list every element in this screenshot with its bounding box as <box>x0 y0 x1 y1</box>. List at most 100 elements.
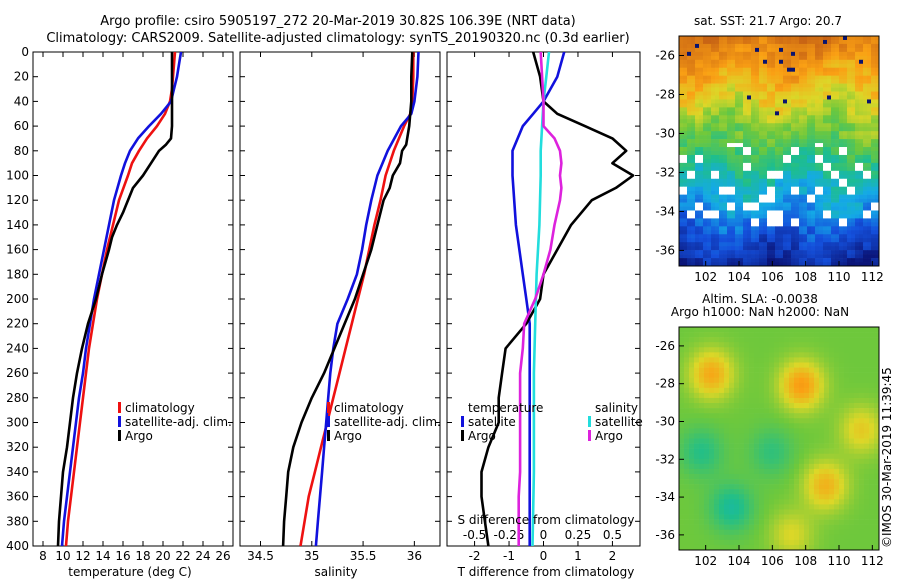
sla-cell <box>704 403 710 409</box>
sst-cell <box>791 107 796 112</box>
sla-cell <box>769 327 775 333</box>
sla-cell <box>764 489 770 495</box>
sla-cell <box>784 332 790 338</box>
sla-cell <box>874 463 880 470</box>
sla-cell <box>814 433 820 439</box>
legend-swatch-argo <box>118 430 121 441</box>
sst-cell <box>819 250 824 255</box>
sst-cell <box>843 170 848 176</box>
sla-cell <box>689 443 695 449</box>
sst-cell <box>727 230 732 235</box>
sst-cell <box>759 99 764 104</box>
sla-cell <box>759 392 765 399</box>
sst-cell <box>823 262 828 267</box>
sla-cell <box>854 392 860 399</box>
sst-cell <box>823 254 828 259</box>
sst-cell <box>711 127 716 132</box>
sla-cell <box>679 438 685 444</box>
sla-cell <box>719 367 725 373</box>
sst-cell <box>683 103 688 108</box>
sla-cell <box>839 332 845 338</box>
sst-cell <box>783 99 788 104</box>
sst-cell <box>867 99 872 104</box>
sst-cell <box>779 210 784 215</box>
sst-cell <box>835 123 840 128</box>
sst-cell <box>699 139 704 144</box>
sst-cell <box>683 79 688 84</box>
sst-cell <box>855 258 860 263</box>
sla-cell <box>819 539 825 546</box>
sst-cell <box>827 51 832 57</box>
sst-cell <box>859 71 864 76</box>
sst-cell <box>871 206 876 211</box>
sst-cell <box>847 139 852 144</box>
sst-cell <box>699 174 704 180</box>
sst-cell <box>707 139 712 144</box>
sla-cell <box>854 504 860 510</box>
sla-cell <box>744 484 750 490</box>
sst-cell <box>731 59 736 65</box>
sst-cell <box>735 147 740 152</box>
sst-cell <box>839 139 844 144</box>
sst-cell <box>779 147 784 152</box>
sla-cell <box>784 433 790 439</box>
sst-cell <box>679 111 684 116</box>
sla-cell <box>769 362 775 368</box>
sst-cell <box>687 55 692 61</box>
sla-cell <box>734 448 740 455</box>
sla-cell <box>854 372 860 378</box>
sst-cell <box>843 158 848 164</box>
sla-cell <box>824 372 830 378</box>
sst-cell <box>871 55 876 61</box>
sst-cell <box>719 87 724 92</box>
sst-cell <box>759 174 764 180</box>
x-tick-label: 34.5 <box>247 549 274 563</box>
sst-cell <box>727 71 732 76</box>
sla-cell <box>744 438 750 444</box>
sla-cell <box>679 463 685 470</box>
sst-cell <box>819 59 824 65</box>
sla-cell <box>834 468 840 475</box>
sst-cell <box>683 206 688 211</box>
sst-cell <box>683 47 688 53</box>
sla-cell <box>869 433 875 439</box>
sla-cell <box>794 539 800 546</box>
sst-cell <box>875 139 880 144</box>
sst-cell <box>847 154 852 160</box>
sst-cell <box>763 115 768 120</box>
sst-cell <box>723 166 728 172</box>
sst-cell <box>687 250 692 255</box>
sla-cell <box>714 372 720 378</box>
sla-cell <box>684 514 690 520</box>
sla-cell <box>839 337 845 343</box>
sst-cell <box>699 210 704 215</box>
sla-cell <box>744 499 750 505</box>
sst-cell <box>839 234 844 239</box>
sst-cell <box>771 222 776 227</box>
sst-cell <box>767 210 772 215</box>
sst-cell <box>799 262 804 267</box>
sst-cell <box>827 170 832 176</box>
sst-cell <box>815 214 820 219</box>
sst-cell <box>703 131 708 136</box>
sla-cell <box>869 408 875 414</box>
sst-cell <box>695 154 700 160</box>
sst-cell <box>819 154 824 160</box>
sst-cell <box>695 198 700 203</box>
sst-cell <box>875 238 880 243</box>
sst-cell <box>723 246 728 251</box>
sla-cell <box>724 463 730 470</box>
sst-cell <box>751 222 756 227</box>
x-tick-label: 1 <box>574 549 582 563</box>
sst-cell <box>727 234 732 239</box>
sst-cell <box>871 67 876 72</box>
sst-cell <box>819 67 824 72</box>
sst-cell <box>771 36 776 41</box>
sst-cell <box>815 139 820 144</box>
sst-cell <box>867 123 872 128</box>
sst-cell <box>835 174 840 180</box>
sst-cell <box>711 67 716 72</box>
series-line-argo <box>56 52 174 546</box>
sst-cell <box>779 234 784 239</box>
sst-cell <box>763 103 768 108</box>
